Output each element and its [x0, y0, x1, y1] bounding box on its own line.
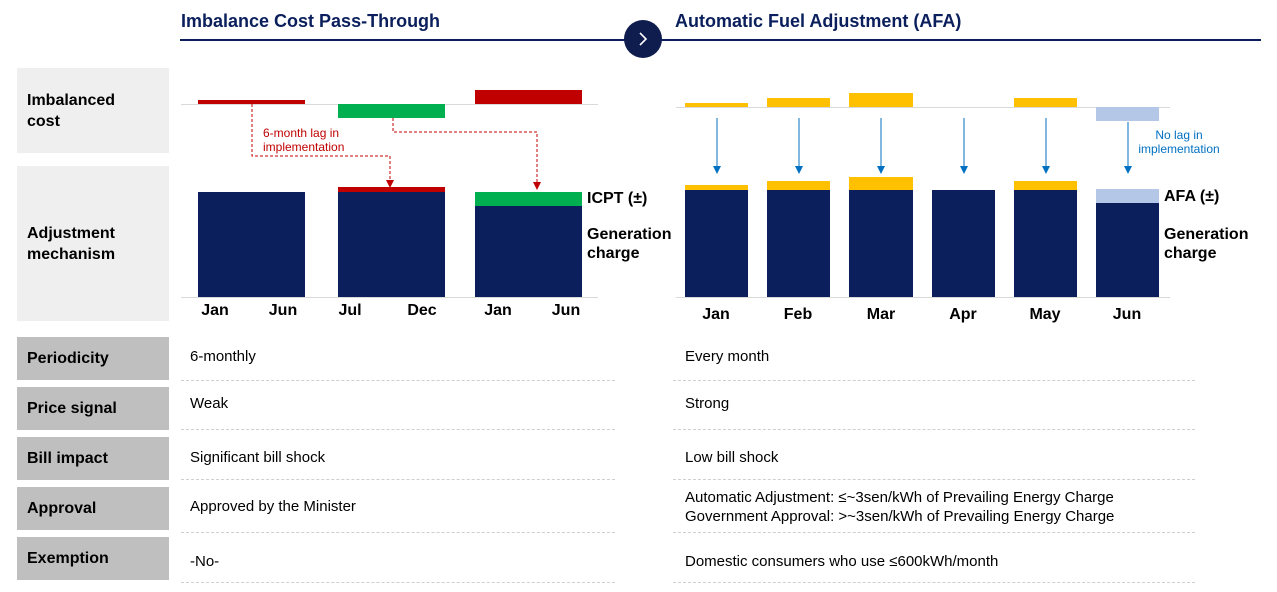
right-lag-note: No lag in implementation [1138, 128, 1220, 156]
left-divider-1 [181, 380, 615, 381]
left-periodicity-value: 6-monthly [190, 348, 256, 365]
right-imbalance-bar-jan [685, 103, 748, 107]
left-divider-4 [181, 532, 615, 533]
right-divider-5 [673, 582, 1195, 583]
left-imbalance-bar-1 [198, 100, 305, 104]
right-imbalance-bar-may [1014, 98, 1077, 107]
left-icpt-bar-3 [475, 192, 582, 206]
row-label-adjustment-mechanism: Adjustment mechanism [17, 166, 169, 321]
left-mechanism-axis [181, 297, 598, 298]
right-title-underline [660, 39, 1261, 41]
right-generation-label: Generation charge [1164, 226, 1249, 262]
left-generation-bar-1 [198, 192, 305, 297]
right-price-signal-value: Strong [685, 395, 730, 412]
right-exemption-value: Domestic consumers who use ≤600kWh/month [685, 553, 999, 570]
right-bill-impact-value: Low bill shock [685, 449, 779, 466]
row-label-approval: Approval [17, 487, 169, 530]
row-label-imbalanced-cost: Imbalanced cost [17, 68, 169, 153]
left-icpt-bar-2 [338, 187, 445, 192]
left-exemption-value: -No- [190, 553, 220, 570]
row-label-exemption: Exemption [17, 537, 169, 580]
left-bill-impact-value: Significant bill shock [190, 449, 326, 466]
left-lag-arrows [251, 104, 541, 190]
right-month-jan: Jan [702, 306, 730, 323]
row-label-bill-impact: Bill impact [17, 437, 169, 480]
right-generation-bar-may [1014, 190, 1077, 297]
right-divider-1 [673, 380, 1195, 381]
left-month-2: Jun [268, 302, 298, 319]
left-month-3: Jul [338, 302, 362, 319]
right-afa-bar-jan [685, 185, 748, 190]
right-divider-2 [673, 429, 1195, 430]
right-afa-bar-may [1014, 181, 1077, 190]
icpt-label: ICPT (±) [587, 190, 648, 207]
right-approval-line-1: Automatic Adjustment: ≤~3sen/kWh of Prev… [685, 489, 1114, 506]
left-divider-2 [181, 429, 615, 430]
left-month-1: Jan [201, 302, 229, 319]
left-lag-note: 6-month lag in implementation [263, 126, 345, 154]
row-label-periodicity: Periodicity [17, 337, 169, 380]
right-month-mar: Mar [866, 306, 896, 323]
left-divider-5 [181, 582, 615, 583]
left-approval-value: Approved by the Minister [190, 498, 356, 515]
right-divider-4 [673, 532, 1195, 533]
right-month-feb: Feb [783, 306, 813, 323]
right-generation-bar-jan [685, 190, 748, 297]
right-imbalance-bar-feb [767, 98, 830, 107]
right-title: Automatic Fuel Adjustment (AFA) [675, 11, 962, 31]
left-month-5: Jan [484, 302, 512, 319]
right-divider-3 [673, 479, 1195, 480]
right-transfer-arrows [713, 118, 1132, 174]
right-generation-bar-apr [932, 190, 995, 297]
left-imbalance-bar-2 [338, 104, 445, 118]
left-generation-label: Generation charge [587, 226, 672, 262]
right-month-jun: Jun [1112, 306, 1142, 323]
left-month-6: Jun [551, 302, 581, 319]
right-afa-bar-mar [849, 177, 913, 190]
right-generation-bar-jun [1096, 203, 1159, 297]
right-mechanism-axis [676, 297, 1170, 298]
left-title: Imbalance Cost Pass-Through [181, 11, 441, 31]
right-generation-bar-feb [767, 190, 830, 297]
right-month-may: May [1029, 306, 1061, 323]
right-afa-bar-feb [767, 181, 830, 190]
left-price-signal-value: Weak [190, 395, 229, 412]
transition-arrow [624, 20, 662, 58]
left-imbalance-bar-3 [475, 90, 582, 104]
right-generation-bar-mar [849, 190, 913, 297]
right-imbalance-bar-mar [849, 93, 913, 107]
right-approval-line-2: Government Approval: >~3sen/kWh of Preva… [685, 508, 1115, 525]
right-month-apr: Apr [949, 306, 977, 323]
right-afa-bar-jun [1096, 189, 1159, 203]
right-periodicity-value: Every month [685, 348, 770, 365]
left-title-underline [180, 39, 628, 41]
row-label-price-signal: Price signal [17, 387, 169, 430]
afa-label: AFA (±) [1164, 188, 1220, 205]
right-imbalance-axis [676, 107, 1170, 108]
right-imbalance-bar-jun [1096, 107, 1159, 121]
left-divider-3 [181, 479, 615, 480]
chevron-right-icon [639, 32, 648, 46]
left-generation-bar-3 [475, 206, 582, 297]
left-month-4: Dec [407, 302, 437, 319]
left-generation-bar-2 [338, 192, 445, 297]
